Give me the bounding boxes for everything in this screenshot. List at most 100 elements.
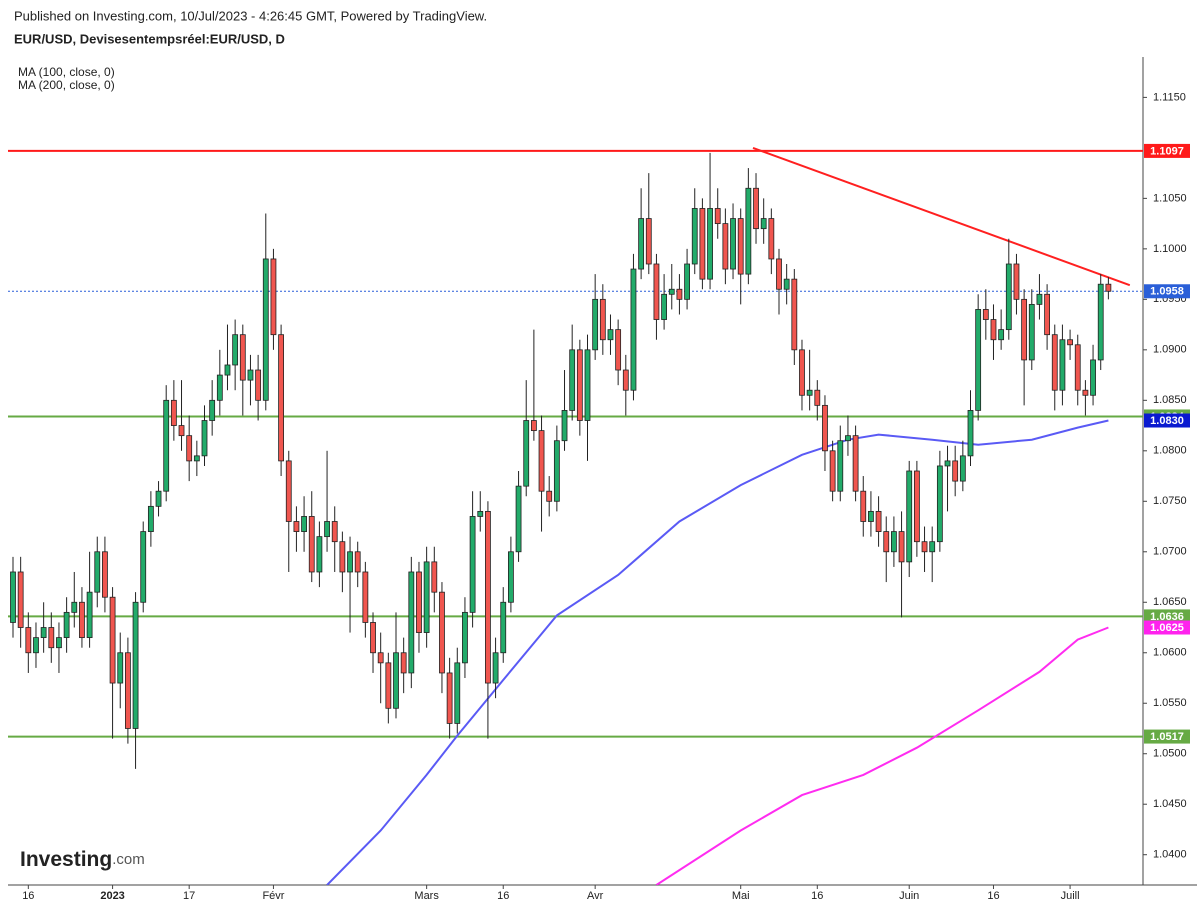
y-tick-label: 1.0500 [1153, 748, 1187, 760]
x-tick-label: Juin [899, 890, 919, 902]
candle-body [622, 369, 629, 391]
candle-body [33, 637, 39, 654]
candle-body [232, 334, 239, 366]
candle-body [898, 531, 905, 563]
candle-body [140, 531, 147, 603]
candle-body [270, 258, 277, 336]
price-label: 1.0830 [1150, 415, 1184, 427]
candle-body [691, 208, 698, 265]
candle-body [553, 440, 560, 502]
candle-body [1005, 263, 1012, 331]
price-label-box [1144, 620, 1190, 635]
candle-body [906, 470, 913, 563]
candle-body [71, 601, 78, 613]
candle-body [530, 420, 537, 432]
candle-body [155, 490, 162, 507]
candle-body [852, 435, 859, 492]
x-tick-label: 16 [22, 890, 34, 902]
candle-body [1028, 303, 1035, 361]
candle-body [936, 465, 943, 543]
candle-body [308, 516, 315, 573]
candle-body [40, 627, 47, 639]
candle-body [454, 662, 461, 724]
candle-body [79, 601, 85, 639]
candle-body [262, 258, 269, 401]
candle-body [707, 208, 713, 280]
candle-body [347, 551, 353, 573]
candle-body [178, 425, 185, 437]
price-label: 1.0625 [1150, 622, 1184, 634]
y-tick-label: 1.0900 [1153, 344, 1187, 356]
candle-body [515, 485, 522, 553]
candle-body [25, 627, 32, 654]
candle-body [959, 455, 966, 482]
x-tick-label: Juill [1061, 890, 1080, 902]
candle-body [661, 293, 667, 320]
candle-body [745, 187, 752, 275]
candle-body [845, 435, 851, 442]
candle-body [944, 460, 951, 467]
candle-body [86, 591, 93, 639]
candle-body [538, 430, 545, 492]
candle-body [132, 601, 139, 729]
candle-body [339, 541, 346, 573]
candle-body [362, 571, 369, 623]
candle-body [393, 652, 399, 709]
candle-body [546, 490, 553, 502]
candle-body [868, 510, 874, 522]
trend-line [752, 146, 1131, 287]
candle-body [485, 510, 491, 684]
candle-body [584, 349, 591, 421]
candle-body [209, 399, 216, 421]
candle-body [469, 516, 476, 613]
candle-body [255, 369, 262, 401]
candle-body [653, 263, 660, 320]
candle-body [56, 637, 62, 649]
candle-body [913, 470, 920, 543]
candle-body [599, 298, 606, 341]
price-label-box [1144, 413, 1190, 428]
candle-body [967, 410, 974, 457]
candle-body [722, 223, 729, 270]
candle-body [1044, 293, 1050, 336]
candle-body [117, 652, 124, 684]
candle-body [147, 505, 154, 532]
candle-body [293, 521, 300, 532]
candle-body [94, 551, 101, 593]
logo-brand: Investing [20, 848, 112, 871]
candle-body [760, 218, 767, 230]
candle-body [163, 399, 170, 492]
candle-body [776, 258, 782, 290]
candle-body [278, 334, 285, 462]
candle-body [714, 208, 721, 225]
candle-body [860, 490, 867, 522]
candle-body [561, 410, 568, 442]
price-label: 1.1097 [1150, 145, 1184, 157]
candle-body [48, 627, 55, 649]
candle-body [316, 536, 323, 573]
candle-body [492, 652, 499, 684]
candle-body [239, 334, 246, 381]
candle-body [1067, 339, 1073, 346]
candle-body [400, 652, 407, 674]
candle-body [668, 288, 675, 295]
x-tick-label: Févr [262, 890, 284, 902]
candle-body [423, 561, 430, 633]
symbol-title: EUR/USD, Devisesentempsréel:EUR/USD, D [14, 31, 285, 46]
candle-body [439, 591, 445, 674]
candle-body [186, 435, 193, 462]
y-tick-label: 1.0450 [1153, 798, 1187, 810]
candle-body [990, 319, 997, 341]
candle-body [10, 571, 16, 623]
candle-body [982, 309, 989, 320]
candle-body [331, 521, 338, 543]
x-tick-label: 17 [183, 890, 195, 902]
y-tick-label: 1.1150 [1153, 91, 1186, 103]
x-tick-label: 2023 [100, 890, 124, 902]
candle-body [753, 187, 759, 230]
plot-area [8, 146, 1143, 885]
candle-body [822, 404, 828, 452]
candle-body [408, 571, 415, 674]
candle-body [170, 399, 177, 426]
